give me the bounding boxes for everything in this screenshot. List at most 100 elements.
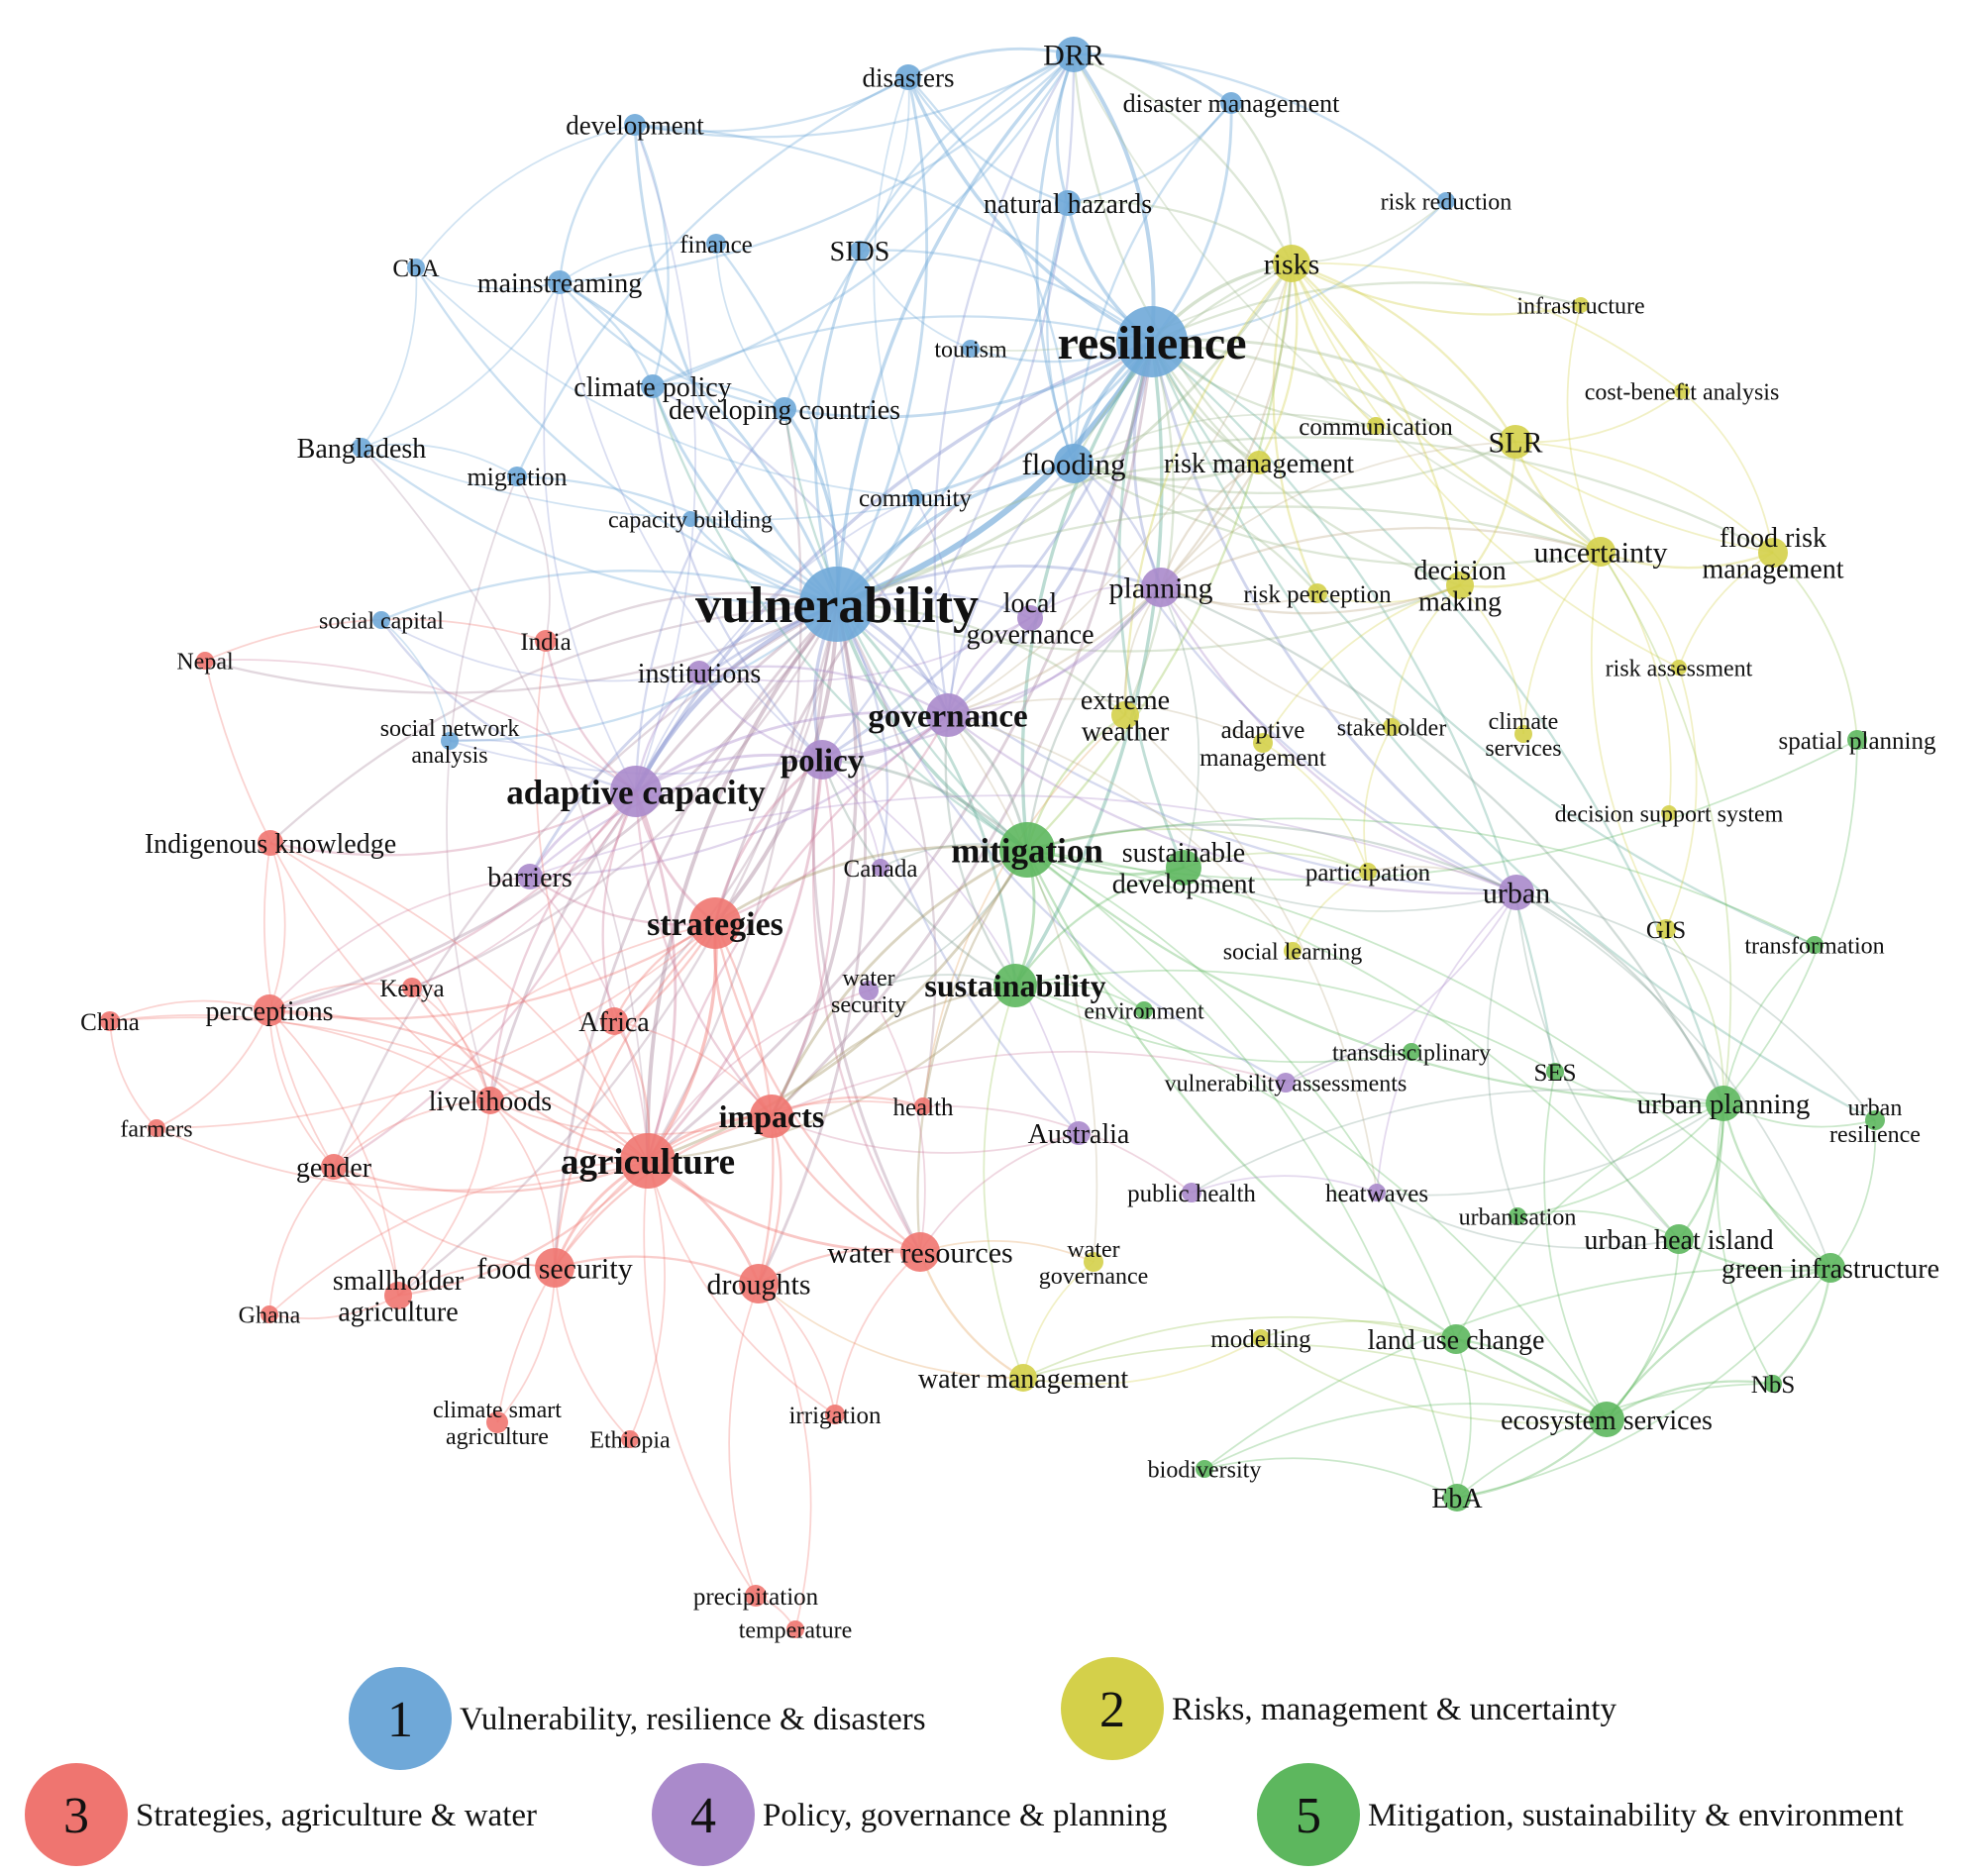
node-ghana bbox=[261, 1305, 278, 1323]
edge bbox=[647, 1159, 921, 1254]
edge bbox=[1014, 969, 1556, 1073]
edge bbox=[1292, 871, 1369, 952]
edge bbox=[1455, 1337, 1608, 1420]
edge bbox=[1772, 552, 1858, 741]
node-policy bbox=[802, 740, 842, 780]
edge bbox=[947, 262, 1293, 716]
label-ethiopia: Ethiopia bbox=[589, 1427, 671, 1453]
edge bbox=[1285, 1049, 1412, 1084]
node-urban-resilience bbox=[1865, 1110, 1885, 1130]
edge bbox=[1291, 261, 1683, 392]
edge bbox=[1160, 586, 1393, 728]
edge bbox=[652, 384, 950, 716]
label-risk-perception: risk perception bbox=[1243, 581, 1392, 608]
edge bbox=[333, 1166, 556, 1269]
edge bbox=[836, 583, 1461, 653]
edge bbox=[758, 1247, 921, 1285]
node-perceptions bbox=[254, 994, 285, 1026]
node-vulnerability-assessments bbox=[1276, 1073, 1296, 1093]
edge bbox=[1072, 53, 1260, 464]
edge bbox=[1026, 817, 1816, 946]
node-strategies bbox=[689, 897, 741, 949]
edge bbox=[698, 665, 949, 717]
edge bbox=[914, 496, 956, 716]
node-ethiopia bbox=[621, 1430, 639, 1448]
edge bbox=[1072, 463, 1517, 894]
edge bbox=[713, 922, 774, 1117]
edge bbox=[1191, 1175, 1378, 1194]
edge bbox=[1014, 985, 1412, 1064]
label-land-use-change: land use change bbox=[1368, 1325, 1545, 1356]
edge bbox=[1046, 202, 1076, 465]
legend-swatch-4 bbox=[652, 1763, 755, 1866]
edge bbox=[1543, 1071, 1608, 1420]
label-vulnerability-assessments: vulnerability assessments bbox=[1165, 1071, 1408, 1096]
edge bbox=[156, 1127, 649, 1192]
edge bbox=[559, 281, 823, 761]
edge bbox=[1316, 584, 1461, 604]
label-public-health: public health bbox=[1127, 1181, 1256, 1207]
edge bbox=[1160, 585, 1725, 1104]
edge bbox=[1073, 462, 1602, 567]
edge bbox=[1285, 891, 1517, 1084]
legend-swatch-3 bbox=[25, 1763, 128, 1866]
edge bbox=[821, 586, 1162, 762]
legend-number-5: 5 bbox=[1296, 1788, 1321, 1844]
edge bbox=[1515, 891, 1876, 1121]
node-farmers bbox=[148, 1119, 165, 1137]
edge bbox=[361, 281, 561, 449]
edge bbox=[1022, 1343, 1608, 1420]
edge bbox=[1515, 891, 1831, 1269]
edge bbox=[1230, 102, 1294, 264]
edge bbox=[1515, 891, 1680, 1240]
edge bbox=[782, 408, 1028, 851]
label-flooding: flooding bbox=[1021, 447, 1125, 481]
edge bbox=[1681, 390, 1774, 554]
edge bbox=[109, 1020, 157, 1129]
edge bbox=[1191, 1089, 1724, 1194]
label-resilience: resilience bbox=[1057, 317, 1246, 369]
label-slr: SLR bbox=[1488, 427, 1542, 460]
node-participation bbox=[1359, 863, 1377, 881]
label-gender: gender bbox=[296, 1153, 372, 1184]
edge bbox=[1025, 586, 1162, 851]
edge bbox=[1514, 390, 1683, 444]
edge bbox=[1291, 261, 1516, 443]
edge bbox=[835, 603, 1080, 1134]
node-community bbox=[907, 489, 923, 505]
edge bbox=[411, 790, 637, 989]
edge bbox=[947, 586, 1162, 717]
edge bbox=[529, 794, 1517, 893]
edge bbox=[1022, 1337, 1262, 1386]
node-spatial-planning bbox=[1847, 730, 1867, 750]
label-agriculture: agriculture bbox=[561, 1142, 735, 1183]
node-food-security bbox=[535, 1248, 574, 1288]
label-vulnerability: vulnerability bbox=[695, 577, 979, 634]
edge bbox=[411, 987, 491, 1101]
node-mitigation bbox=[999, 822, 1055, 878]
label-water-security: water security bbox=[831, 966, 906, 1018]
node-water-management bbox=[1009, 1364, 1037, 1392]
edge bbox=[1022, 1315, 1457, 1379]
edge bbox=[1022, 1261, 1095, 1379]
edge bbox=[380, 619, 700, 682]
edge bbox=[1025, 849, 1608, 1421]
edge bbox=[947, 462, 1260, 717]
edge bbox=[380, 619, 637, 793]
node-ses bbox=[1546, 1063, 1564, 1081]
label-adaptive-management: adaptive management bbox=[1199, 717, 1326, 772]
edge bbox=[947, 714, 1517, 895]
label-developing-countries: developing countries bbox=[669, 395, 900, 426]
edge bbox=[933, 53, 1075, 716]
edge bbox=[646, 759, 824, 1162]
edge bbox=[1522, 551, 1602, 735]
node-risk-perception bbox=[1307, 583, 1327, 603]
edge bbox=[554, 1255, 760, 1286]
edge bbox=[836, 565, 1162, 606]
node-social-learning bbox=[1284, 942, 1302, 960]
label-institutions: institutions bbox=[638, 659, 761, 689]
edge bbox=[714, 714, 950, 925]
node-mainstreaming bbox=[548, 270, 572, 294]
edge bbox=[836, 262, 1294, 606]
label-farmers: farmers bbox=[120, 1116, 192, 1142]
